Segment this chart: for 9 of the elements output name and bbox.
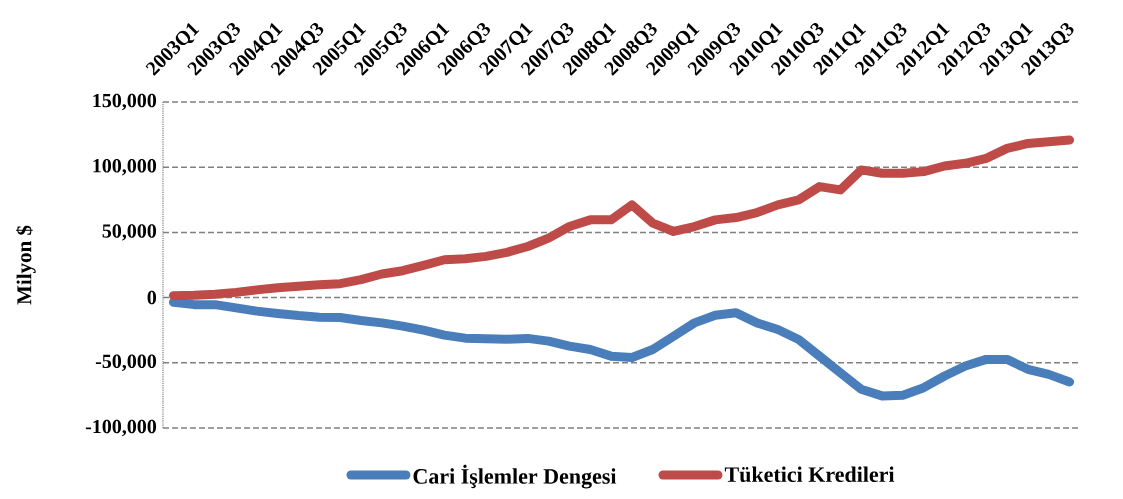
y-tick-label: -50,000 — [95, 354, 157, 371]
y-tick-label: 150,000 — [93, 93, 157, 111]
y-tick-label: 100,000 — [93, 158, 157, 176]
legend-label: Tüketici Kredileri — [724, 466, 895, 483]
y-tick-label: 50,000 — [102, 224, 157, 241]
y-tick-label: 0 — [147, 290, 157, 305]
y-axis-title: Milyon $ — [15, 225, 36, 305]
y-tick-label: -100,000 — [85, 419, 157, 437]
legend-label: Cari İşlemler Dengesi — [413, 464, 617, 489]
